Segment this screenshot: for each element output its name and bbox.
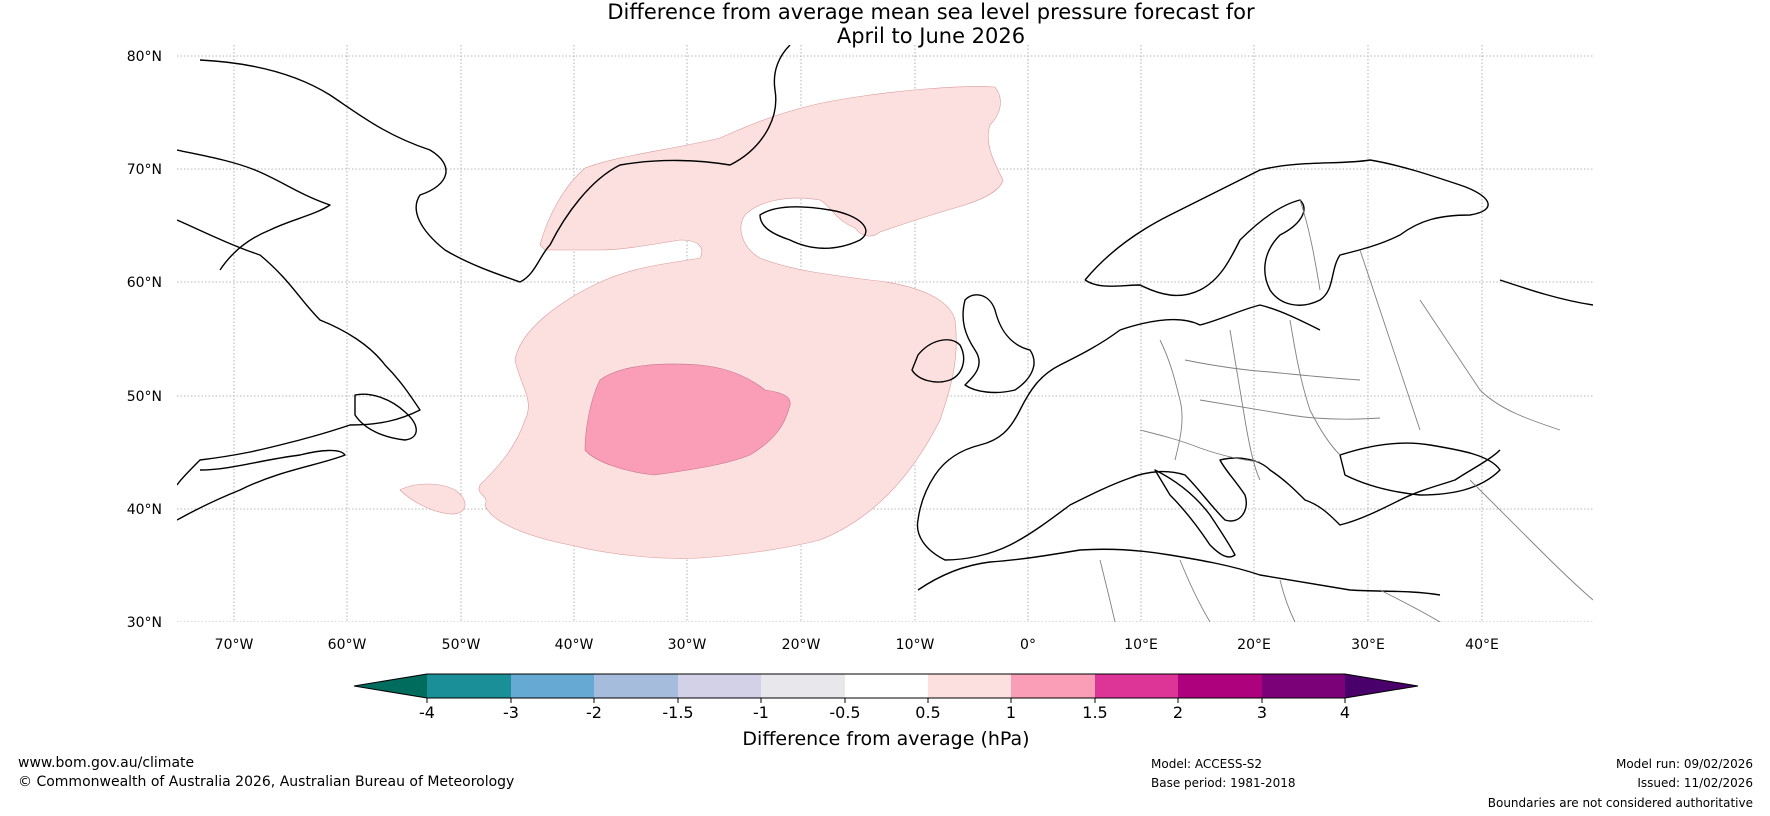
lon-label: 50°W (442, 637, 481, 653)
country-borders (1099, 199, 1593, 622)
colorbar: -4 -3 -2 -1.5 -1 -0.5 0.5 1 1.5 2 3 4 Di… (353, 673, 1419, 750)
colorbar-tick-label: -3 (503, 703, 519, 722)
colorbar-extend-high (1345, 674, 1418, 698)
colorbar-segment (678, 674, 761, 698)
lon-label: 40°E (1465, 637, 1499, 653)
lat-label: 50°N (127, 389, 162, 405)
labrador-coast (177, 219, 421, 486)
lat-label: 30°N (127, 615, 162, 631)
iceland-coast (759, 206, 867, 249)
black-sea-coast (1339, 442, 1501, 496)
colorbar-segment (594, 674, 678, 698)
colorbar-segment (928, 674, 1011, 698)
footer-base-period: Base period: 1981-2018 (1151, 776, 1296, 790)
north-africa-coast (917, 548, 1441, 596)
nova-scotia-coast (177, 449, 346, 521)
colorbar-tick-label: 1.5 (1082, 703, 1107, 722)
title-line-2: April to June 2026 (836, 24, 1026, 48)
colorbar-tick-label: -1.5 (662, 703, 693, 722)
longitude-labels: 70°W 60°W 50°W 40°W 30°W 20°W 10°W 0° 10… (215, 637, 1499, 653)
colorbar-tick-label: -2 (586, 703, 602, 722)
newfoundland-coast (354, 393, 417, 441)
colorbar-segment (1262, 674, 1345, 698)
coastlines (177, 45, 1593, 596)
anomaly-region-0.5-1-small (399, 483, 466, 515)
baffin-coast (177, 149, 331, 271)
lon-label: 30°W (668, 637, 707, 653)
footer-copyright: © Commonwealth of Australia 2026, Austra… (18, 774, 515, 790)
colorbar-title: Difference from average (hPa) (742, 728, 1029, 750)
footer-issued: Issued: 11/02/2026 (1637, 776, 1753, 790)
scandinavia-coast (1084, 159, 1489, 306)
colorbar-segment (427, 674, 511, 698)
lon-label: 70°W (215, 637, 254, 653)
colorbar-tick-label: -1 (753, 703, 769, 722)
anomaly-shading (399, 86, 1004, 559)
lon-label: 40°W (555, 637, 594, 653)
lat-label: 40°N (127, 502, 162, 518)
ireland-coast (911, 339, 965, 383)
anomaly-region-0.5-1 (478, 86, 1004, 559)
footer-website: www.bom.gov.au/climate (18, 755, 195, 771)
lon-label: 10°E (1124, 637, 1158, 653)
footer-model-run: Model run: 09/02/2026 (1615, 757, 1753, 771)
lon-label: 30°E (1351, 637, 1385, 653)
lat-label: 80°N (127, 49, 162, 65)
colorbar-segment (511, 674, 594, 698)
lon-label: 10°W (896, 637, 935, 653)
colorbar-extend-low (354, 674, 427, 698)
title-line-1: Difference from average mean sea level p… (607, 0, 1255, 24)
colorbar-segment (1095, 674, 1178, 698)
britain-coast (962, 294, 1035, 394)
latitude-labels: 80°N 70°N 60°N 50°N 40°N 30°N (127, 49, 162, 631)
colorbar-segment (845, 674, 928, 698)
colorbar-segment (761, 674, 845, 698)
lon-label: 20°W (782, 637, 821, 653)
colorbar-tick-label: -0.5 (829, 703, 860, 722)
lat-label: 70°N (127, 162, 162, 178)
lon-label: 0° (1020, 637, 1036, 653)
colorbar-segment (1011, 674, 1095, 698)
colorbar-tick-label: 4 (1340, 703, 1350, 722)
lon-label: 20°E (1237, 637, 1271, 653)
colorbar-tick-label: 1 (1006, 703, 1016, 722)
footer-model: Model: ACCESS-S2 (1151, 757, 1263, 771)
colorbar-segment (1178, 674, 1262, 698)
colorbar-tick-label: -4 (419, 703, 435, 722)
baltic-coast (1119, 304, 1321, 331)
colorbar-tick-label: 3 (1257, 703, 1267, 722)
greenland-coast (199, 45, 791, 283)
eastern-europe-coast (1499, 279, 1593, 306)
footer-disclaimer: Boundaries are not considered authoritat… (1487, 796, 1753, 810)
lat-label: 60°N (127, 275, 162, 291)
chart-title: Difference from average mean sea level p… (0, 0, 1770, 48)
colorbar-ticks (426, 698, 1346, 703)
colorbar-tick-label: 2 (1173, 703, 1183, 722)
anomaly-region-1-1.5 (584, 363, 791, 476)
italy-coast (1154, 469, 1236, 558)
colorbar-tick-label: 0.5 (915, 703, 940, 722)
western-europe-coast (916, 329, 1501, 561)
lon-label: 60°W (328, 637, 367, 653)
